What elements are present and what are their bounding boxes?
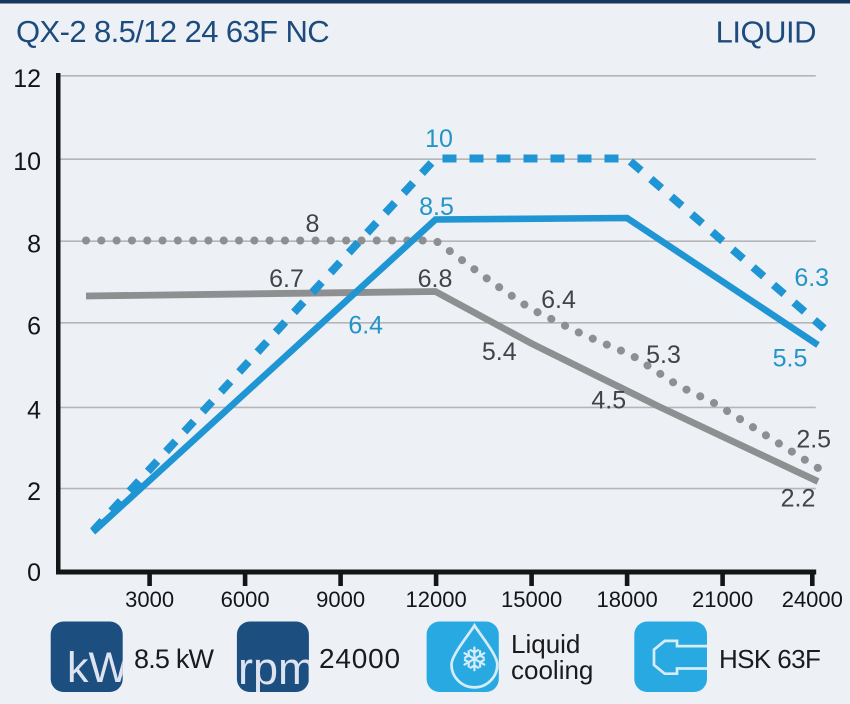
svg-text:21000: 21000 [692,587,753,612]
svg-text:2.2: 2.2 [781,485,816,513]
svg-text:6.4: 6.4 [541,286,576,314]
svg-text:6.4: 6.4 [348,312,383,340]
svg-text:12000: 12000 [406,587,467,612]
svg-text:rpm: rpm [238,643,316,694]
svg-text:4.5: 4.5 [591,387,626,415]
svg-text:0: 0 [27,559,41,587]
svg-text:5.4: 5.4 [482,338,517,366]
svg-text:24000: 24000 [319,643,401,674]
svg-text:2.5: 2.5 [796,426,831,454]
svg-text:8: 8 [27,231,41,259]
svg-text:2: 2 [27,478,41,506]
svg-text:8.5 kW: 8.5 kW [134,644,215,674]
svg-text:8: 8 [306,210,320,238]
svg-text:kW: kW [67,644,130,692]
svg-text:6: 6 [27,313,41,341]
svg-text:Liquid: Liquid [511,629,580,659]
svg-text:3000: 3000 [125,587,174,612]
svg-text:10: 10 [13,148,41,176]
svg-text:8.5: 8.5 [419,193,454,221]
svg-text:18000: 18000 [597,587,658,612]
svg-text:5.3: 5.3 [646,341,681,369]
svg-text:6.7: 6.7 [269,265,304,293]
svg-text:QX-2 8.5/12 24 63F NC: QX-2 8.5/12 24 63F NC [16,14,329,49]
svg-text:6.3: 6.3 [794,264,829,292]
svg-text:10: 10 [425,125,453,153]
svg-text:24000: 24000 [782,587,843,612]
svg-text:15000: 15000 [501,587,562,612]
svg-text:cooling: cooling [511,655,593,685]
svg-text:12: 12 [13,65,41,93]
svg-text:6000: 6000 [221,587,270,612]
svg-text:LIQUID: LIQUID [716,15,816,50]
svg-text:5.5: 5.5 [773,344,808,372]
svg-text:9000: 9000 [316,587,365,612]
svg-text:HSK 63F: HSK 63F [719,644,820,674]
svg-text:6.8: 6.8 [418,265,453,293]
svg-text:4: 4 [27,397,41,425]
